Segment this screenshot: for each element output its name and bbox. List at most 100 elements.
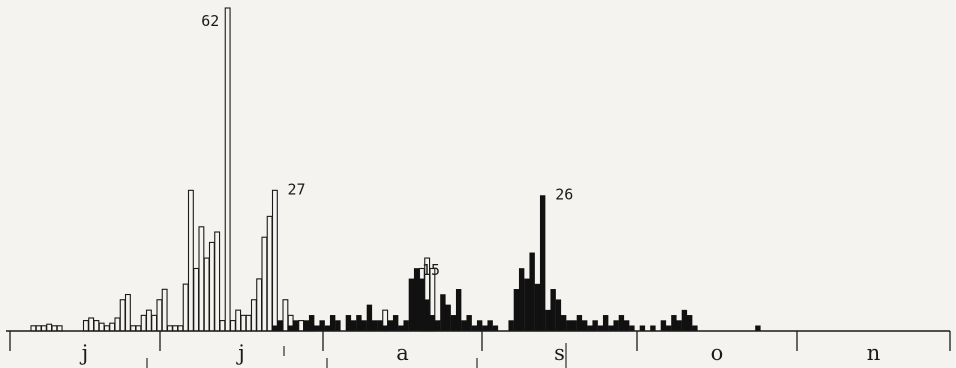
open-bar	[282, 299, 289, 332]
solid-bar	[335, 320, 341, 332]
open-bar	[30, 325, 37, 332]
x-axis	[6, 330, 951, 368]
solid-bar	[513, 289, 520, 332]
open-bar	[114, 317, 121, 332]
solid-bar	[571, 320, 577, 332]
solid-bar	[755, 325, 761, 332]
open-bar	[298, 320, 305, 332]
solid-bar	[382, 325, 388, 332]
solid-bar	[398, 325, 404, 332]
open-bar	[214, 231, 221, 332]
month-label: j	[79, 341, 89, 365]
solid-bar	[560, 315, 567, 332]
open-bar	[93, 320, 100, 332]
solid-bar	[371, 320, 378, 332]
solid-bar	[508, 320, 514, 332]
open-bar	[109, 322, 116, 332]
solid-bar	[303, 320, 310, 332]
solid-bar	[555, 299, 562, 332]
open-bar	[172, 325, 179, 332]
open-bar	[103, 325, 110, 332]
solid-bar	[345, 315, 352, 332]
solid-bar	[424, 299, 430, 332]
bars	[30, 7, 761, 332]
open-bar	[219, 320, 226, 332]
solid-bar	[686, 315, 693, 332]
solid-bar	[350, 320, 357, 332]
solid-bar	[518, 268, 525, 332]
solid-bar	[329, 315, 336, 332]
solid-bar	[692, 325, 698, 332]
labels: j j a s o n 62 27 15 26	[79, 12, 881, 365]
open-bar	[229, 320, 236, 332]
solid-bar	[592, 320, 598, 332]
solid-bar	[471, 325, 478, 332]
solid-bar	[440, 294, 446, 332]
solid-bar	[623, 320, 630, 332]
open-bar	[198, 226, 205, 332]
month-label: n	[867, 341, 881, 365]
solid-bar	[665, 325, 672, 332]
solid-bar	[660, 320, 667, 332]
open-bar	[161, 288, 168, 332]
solid-bar	[566, 320, 572, 332]
open-bar	[240, 314, 247, 332]
solid-bar	[639, 325, 646, 332]
solid-bar	[434, 320, 441, 332]
solid-bar	[277, 320, 283, 332]
open-bar	[271, 189, 278, 332]
open-bar	[56, 325, 63, 332]
peak-value-label: 27	[288, 180, 306, 198]
solid-bar	[361, 320, 367, 332]
solid-bar	[650, 325, 656, 332]
solid-bar	[550, 289, 556, 332]
solid-bar	[602, 315, 609, 332]
open-bar	[40, 325, 47, 332]
solid-bar	[377, 320, 383, 332]
solid-bar	[524, 278, 530, 332]
open-bar	[35, 325, 42, 332]
open-bar	[245, 314, 252, 332]
solid-bar	[455, 289, 462, 332]
solid-bar	[413, 268, 420, 332]
open-bar	[187, 189, 194, 332]
peak-value-label: 62	[201, 12, 219, 30]
solid-bar	[319, 320, 325, 332]
solid-bar	[529, 252, 535, 332]
open-bar	[151, 314, 158, 332]
solid-bar	[324, 325, 331, 332]
solid-bar	[613, 320, 619, 332]
open-bar	[130, 325, 137, 332]
open-bar	[193, 267, 200, 332]
solid-bar	[287, 325, 294, 332]
solid-bar	[618, 315, 625, 332]
solid-bar	[476, 320, 483, 332]
open-bar	[182, 283, 189, 332]
solid-bar	[293, 320, 299, 332]
solid-bar	[597, 325, 604, 332]
open-bar	[46, 323, 53, 332]
open-bar	[135, 325, 142, 332]
solid-bar	[581, 320, 588, 332]
solid-bar	[539, 195, 546, 332]
open-bar	[166, 325, 173, 332]
solid-bar	[681, 309, 688, 332]
solid-bar	[392, 315, 399, 332]
open-bar	[88, 317, 95, 332]
month-label: s	[554, 341, 565, 365]
solid-bar	[445, 304, 451, 332]
month-label: o	[711, 341, 724, 365]
solid-bar	[308, 315, 315, 332]
open-bar	[235, 309, 242, 332]
solid-bar	[492, 325, 499, 332]
solid-bar	[461, 320, 467, 332]
open-bar	[250, 299, 257, 332]
solid-bar	[314, 325, 320, 332]
month-label: a	[396, 341, 409, 365]
open-bar	[124, 293, 131, 332]
open-bar	[119, 299, 126, 332]
solid-bar	[482, 325, 488, 332]
open-bar	[203, 257, 210, 332]
open-bar	[140, 314, 147, 332]
